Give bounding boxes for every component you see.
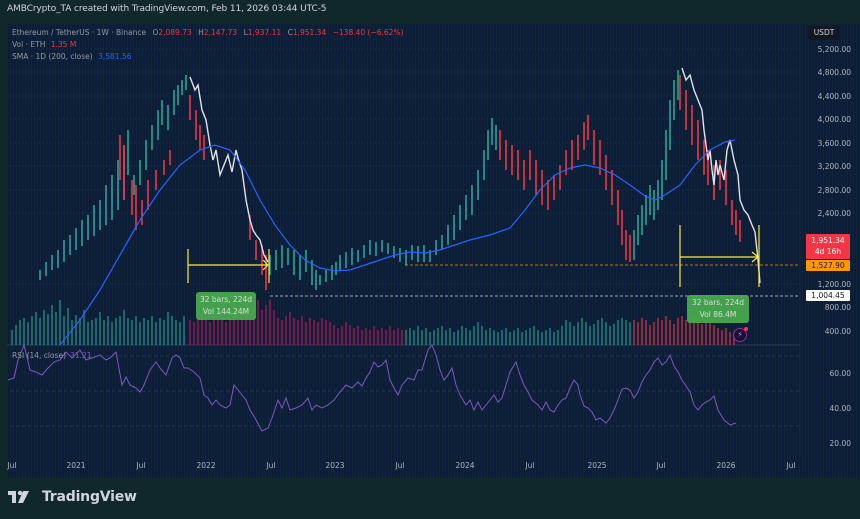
- price-tick: 2,800.00: [817, 186, 851, 195]
- rsi-line: [7, 343, 737, 432]
- time-label: Jul: [136, 461, 146, 470]
- price-tick: 800.00: [824, 303, 851, 312]
- bar-countdown: 4d 16h: [814, 247, 842, 256]
- measure-bars: 32 bars, 224d: [199, 295, 253, 304]
- symbol-name[interactable]: Ethereum / TetherUS · 1W · Binance: [12, 28, 147, 37]
- measure-label-2022[interactable]: 32 bars, 224d Vol 144.24M: [196, 292, 256, 320]
- symbol-legend: Ethereum / TetherUS · 1W · Binance O2,08…: [12, 27, 404, 63]
- highlight-line-2022: [189, 76, 269, 263]
- ohlc-row: Ethereum / TetherUS · 1W · Binance O2,08…: [12, 27, 404, 39]
- price-tick: 4,000.00: [817, 115, 851, 124]
- open-label: O: [152, 28, 159, 37]
- time-label: Jul: [395, 461, 405, 470]
- rsi-value: 31.21: [70, 351, 92, 360]
- time-label: Jul: [525, 461, 535, 470]
- attribution-text: AMBCrypto_TA created with TradingView.co…: [7, 4, 327, 14]
- candles: [39, 70, 741, 290]
- high-label: H: [198, 28, 204, 37]
- sma-line: [59, 139, 736, 346]
- measure-bars: 32 bars, 224d: [691, 298, 745, 307]
- sma-row: SMA · 1D (200, close) 3,581.56: [12, 51, 404, 63]
- high-value: 2,147.73: [203, 28, 238, 37]
- white-level-tag: 1,004.45: [806, 290, 850, 301]
- orange-level-tag: 1,527.90: [806, 260, 850, 271]
- measure-volume: Vol 86.4M: [699, 310, 737, 319]
- time-label: 2025: [587, 461, 607, 470]
- price-tick: 4,800.00: [817, 68, 851, 77]
- measure-tool-2026: [679, 225, 760, 287]
- sma-value: 3,581.56: [98, 52, 132, 61]
- time-label: Jul: [786, 461, 796, 470]
- measure-tool-2022: [187, 249, 270, 283]
- volume-bars: [11, 300, 735, 345]
- volume-label[interactable]: Vol · ETH: [12, 40, 46, 49]
- time-label: 2023: [325, 461, 345, 470]
- change-value: −138.40 (−6.62%): [332, 28, 404, 37]
- price-tick: 3,200.00: [817, 162, 851, 171]
- rsi-tick: 20.00: [829, 439, 851, 448]
- sma-label[interactable]: SMA · 1D (200, close): [12, 52, 93, 61]
- volume-value: 1.35 M: [50, 40, 77, 49]
- time-label: 2022: [196, 461, 216, 470]
- measure-label-2026[interactable]: 32 bars, 224d Vol 86.4M: [687, 295, 749, 323]
- logo-text: TradingView: [42, 489, 137, 505]
- notification-dot: [744, 327, 748, 331]
- time-label: 2026: [716, 461, 736, 470]
- price-tick: 5,200.00: [817, 45, 851, 54]
- low-value: 1,937.11: [247, 28, 282, 37]
- volume-row: Vol · ETH 1.35 M: [12, 39, 404, 51]
- rsi-tick: 40.00: [829, 404, 851, 413]
- close-label: C: [287, 28, 293, 37]
- price-tick: 400.00: [824, 327, 851, 336]
- time-label: Jul: [266, 461, 276, 470]
- price-tick: 1,200.00: [817, 280, 851, 289]
- rsi-legend: RSI (14, close) 31.21: [12, 351, 92, 360]
- highlight-line-2026: [681, 67, 761, 284]
- close-price-tag: 1,951.34 4d 16h: [806, 234, 850, 259]
- currency-label[interactable]: USDT: [808, 26, 840, 40]
- price-tick: 4,400.00: [817, 92, 851, 101]
- measure-volume: Vol 144.24M: [202, 307, 250, 316]
- tradingview-logo[interactable]: TradingView: [8, 489, 137, 505]
- close-value: 1,951.34: [292, 28, 327, 37]
- price-tick: 3,600.00: [817, 139, 851, 148]
- time-label: Jul: [656, 461, 666, 470]
- price-tick: 2,400.00: [817, 209, 851, 218]
- close-price-value: 1,951.34: [811, 236, 845, 245]
- lightning-icon[interactable]: ⚡: [733, 328, 747, 342]
- tradingview-logo-icon: [8, 490, 29, 503]
- low-label: L: [243, 28, 248, 37]
- time-label: Jul: [7, 461, 17, 470]
- time-label: 2021: [66, 461, 86, 470]
- rsi-tick: 60.00: [829, 369, 851, 378]
- open-value: 2,089.73: [158, 28, 192, 37]
- rsi-bands: [10, 355, 800, 427]
- chart-canvas[interactable]: [7, 24, 860, 478]
- rsi-label[interactable]: RSI (14, close): [12, 351, 67, 360]
- time-label: 2024: [455, 461, 475, 470]
